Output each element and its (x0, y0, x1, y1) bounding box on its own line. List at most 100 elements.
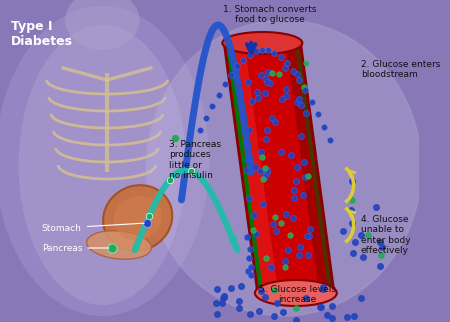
Point (246, 127, 253, 132)
Point (240, 57, 247, 62)
Point (166, 177, 174, 182)
Point (270, 222, 277, 227)
Point (297, 102, 304, 107)
Point (244, 269, 252, 274)
Point (303, 233, 310, 238)
Point (357, 233, 364, 238)
Point (328, 316, 335, 321)
Point (263, 127, 270, 132)
Point (348, 178, 355, 183)
Point (235, 298, 243, 304)
Circle shape (146, 20, 422, 316)
Point (324, 313, 331, 318)
Point (378, 252, 385, 258)
Ellipse shape (0, 6, 209, 316)
Point (108, 245, 115, 251)
Text: 4. Glucose
unable to
enter body
effectively: 4. Glucose unable to enter body effectiv… (361, 215, 410, 255)
Text: Stomach: Stomach (42, 223, 144, 232)
Point (266, 81, 274, 86)
Point (284, 247, 292, 252)
Point (289, 68, 297, 73)
Point (296, 252, 303, 258)
Ellipse shape (255, 280, 337, 306)
Point (248, 272, 255, 278)
Point (295, 97, 302, 102)
Point (348, 197, 356, 203)
Ellipse shape (114, 196, 162, 240)
Point (263, 170, 270, 175)
Point (352, 240, 359, 245)
Point (359, 255, 366, 260)
Polygon shape (230, 43, 278, 293)
Point (316, 305, 324, 310)
Point (245, 255, 252, 260)
Point (277, 149, 284, 155)
Point (245, 195, 252, 201)
Point (319, 287, 326, 292)
Point (260, 201, 267, 206)
Point (215, 92, 222, 97)
Point (264, 80, 271, 85)
Point (262, 256, 270, 261)
Point (268, 70, 275, 75)
Point (252, 232, 259, 237)
Text: 3. Pancreas
produces
little or
no insulin: 3. Pancreas produces little or no insuli… (169, 140, 221, 180)
Point (187, 168, 194, 173)
Point (271, 119, 278, 125)
Point (292, 317, 300, 322)
Point (289, 216, 296, 221)
Point (327, 137, 334, 143)
Point (221, 81, 229, 87)
Point (213, 287, 220, 292)
Point (227, 286, 234, 291)
Point (376, 239, 383, 244)
Point (306, 226, 313, 231)
Point (299, 193, 306, 198)
Point (339, 228, 346, 233)
Point (273, 228, 280, 233)
Text: Pancreas: Pancreas (42, 243, 109, 252)
Point (292, 306, 299, 311)
Point (282, 211, 289, 216)
Point (320, 124, 328, 129)
Point (258, 149, 265, 155)
Text: 2. Glucose enters
bloodstream: 2. Glucose enters bloodstream (361, 60, 441, 80)
Point (277, 221, 284, 226)
Point (302, 110, 309, 115)
Point (282, 258, 289, 263)
Point (302, 88, 309, 93)
Point (282, 66, 289, 71)
Point (202, 115, 210, 120)
Point (296, 245, 303, 250)
Point (350, 251, 357, 256)
Point (265, 48, 272, 53)
Point (213, 311, 220, 316)
Point (306, 233, 313, 238)
Point (302, 61, 309, 66)
Point (349, 221, 356, 226)
Point (301, 174, 308, 179)
Point (343, 314, 351, 319)
Point (304, 252, 311, 257)
Point (320, 285, 327, 290)
Point (253, 90, 260, 95)
Point (243, 168, 251, 173)
Point (262, 136, 269, 141)
Point (258, 47, 265, 52)
Ellipse shape (87, 231, 152, 259)
Point (197, 128, 204, 133)
Point (378, 244, 385, 250)
Point (249, 227, 256, 232)
Point (259, 176, 266, 181)
Point (145, 213, 153, 219)
Point (246, 52, 253, 57)
Point (317, 305, 324, 310)
Ellipse shape (18, 25, 186, 305)
Point (287, 232, 294, 237)
Polygon shape (286, 43, 334, 293)
Point (293, 99, 301, 104)
Point (282, 264, 289, 270)
Point (373, 204, 380, 209)
Point (252, 49, 260, 54)
Point (249, 99, 256, 104)
